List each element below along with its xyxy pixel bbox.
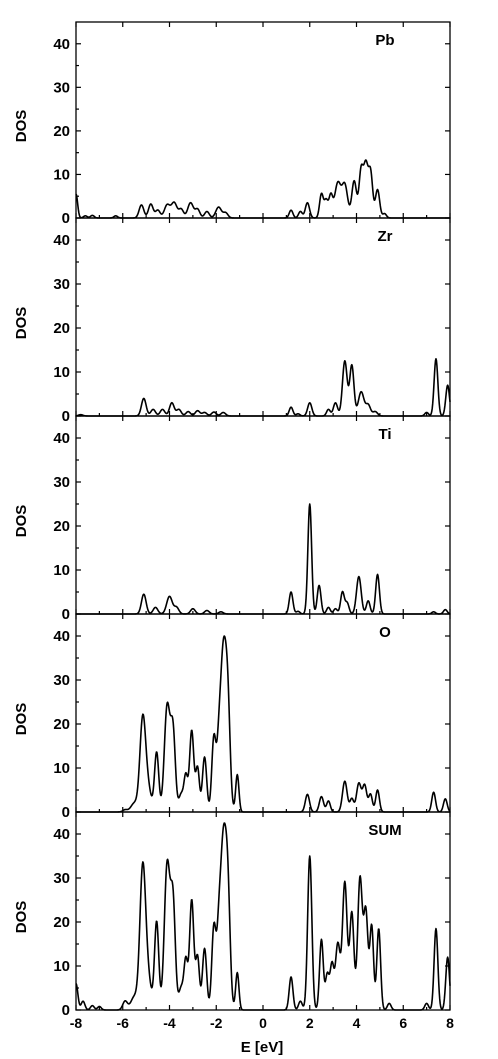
panel-label: Pb — [375, 32, 394, 49]
y-tick-label: 30 — [53, 474, 70, 491]
y-tick-label: 20 — [53, 716, 70, 733]
y-tick-label: 20 — [53, 320, 70, 337]
y-tick-label: 0 — [62, 408, 70, 425]
y-axis-title: DOS — [13, 110, 30, 143]
y-tick-label: 10 — [53, 364, 70, 381]
y-tick-label: 10 — [53, 562, 70, 579]
dos-curve-pb — [75, 159, 451, 219]
y-tick-label: 20 — [53, 123, 70, 140]
y-tick-label: 40 — [53, 232, 70, 249]
x-tick-label: 2 — [306, 1015, 314, 1031]
y-tick-label: 30 — [53, 672, 70, 689]
y-tick-label: 0 — [62, 1002, 70, 1019]
panel-sum: 0 10 20 30 40 DOS SUM — [13, 811, 451, 1019]
y-tick-label: 40 — [53, 826, 70, 843]
y-tick-label: 40 — [53, 628, 70, 645]
panel-frame — [75, 217, 451, 417]
y-axis-title: DOS — [13, 307, 30, 340]
y-tick-label: 30 — [53, 276, 70, 293]
y-tick-label: 40 — [53, 36, 70, 53]
x-tick-label: 4 — [353, 1015, 361, 1031]
panel-frame — [75, 613, 451, 813]
y-tick-label: 30 — [53, 79, 70, 96]
y-tick-label: 0 — [62, 606, 70, 623]
y-tick-label: 40 — [53, 430, 70, 447]
y-tick-label: 20 — [53, 914, 70, 931]
y-axis-title: DOS — [13, 703, 30, 736]
x-tick-label: -6 — [117, 1015, 130, 1031]
y-tick-label: 30 — [53, 870, 70, 887]
panel-frame — [75, 811, 451, 1011]
panel-o: 0 10 20 30 40 DOS O — [13, 613, 451, 821]
x-tick-label: -8 — [70, 1015, 83, 1031]
panel-frame — [75, 21, 451, 219]
x-tick-label: -4 — [163, 1015, 176, 1031]
dos-curve-ti — [75, 503, 451, 615]
x-tick-label: 8 — [446, 1015, 454, 1031]
dos-curve-sum — [75, 822, 451, 1011]
y-tick-label: 10 — [53, 958, 70, 975]
x-axis-title: E [eV] — [241, 1039, 284, 1056]
panel-label: O — [379, 624, 391, 641]
panel-label: SUM — [368, 822, 401, 839]
dos-curve-zr — [75, 358, 451, 417]
y-tick-label: 10 — [53, 166, 70, 183]
y-tick-label: 10 — [53, 760, 70, 777]
x-tick-label: 0 — [259, 1015, 267, 1031]
y-axis-title: DOS — [13, 901, 30, 934]
panel-frame — [75, 415, 451, 615]
panel-zr: 0 10 20 30 40 DOS Zr — [13, 217, 451, 425]
x-tick-label: -2 — [210, 1015, 223, 1031]
dos-curve-o — [75, 635, 451, 813]
panels-group: 0 10 20 30 40 DOS Pb 0 10 20 30 40 DOS Zr 0 10 20 30 40 DOS… — [13, 21, 451, 1019]
panel-ti: 0 10 20 30 40 DOS Ti — [13, 415, 451, 623]
x-tick-label: 6 — [399, 1015, 407, 1031]
y-tick-label: 20 — [53, 518, 70, 535]
y-axis-title: DOS — [13, 505, 30, 538]
panel-label: Zr — [378, 228, 393, 245]
y-tick-label: 0 — [62, 210, 70, 227]
y-tick-label: 0 — [62, 804, 70, 821]
panel-label: Ti — [378, 426, 391, 443]
x-axis: -8 -6 -4 -2 0 2 4 6 8 — [70, 1015, 454, 1031]
panel-pb: 0 10 20 30 40 DOS Pb — [13, 21, 451, 227]
